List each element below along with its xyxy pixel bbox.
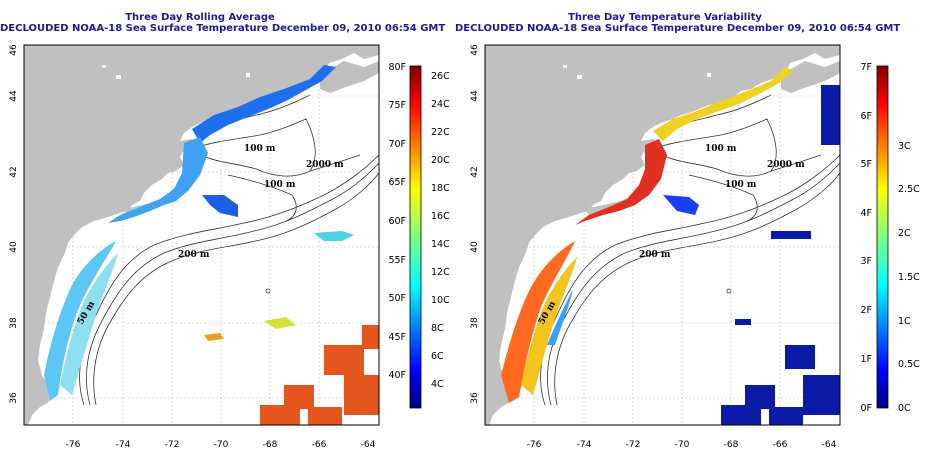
left-lat-ticks: 36 38 40 42 44 46 xyxy=(9,44,19,404)
left-lon-tick: -68 xyxy=(263,440,278,450)
right-variability-overlay xyxy=(501,67,840,425)
right-lon-tick: -70 xyxy=(675,440,690,450)
right-lat-tick: 40 xyxy=(470,241,480,253)
right-axes: -76 -74 -72 -70 -68 -66 -64 36 38 40 42 … xyxy=(470,44,837,450)
right-title-line1: Three Day Temperature Variability xyxy=(568,12,762,23)
left-colorbar-f-labels: 80F 75F 70F 65F 60F 55F 50F 45F 40F xyxy=(388,62,406,381)
contour-label-200m: 200 m xyxy=(178,250,210,260)
right-cb-c-label: 1C xyxy=(898,316,911,327)
left-lon-ticks: -76 -74 -72 -70 -68 -66 -64 xyxy=(66,440,376,450)
right-cb-c-label: 0C xyxy=(898,403,911,414)
right-lon-tick: -66 xyxy=(773,440,788,450)
left-cb-c-label: 16C xyxy=(431,211,450,222)
left-cb-f-label: 70F xyxy=(388,139,406,150)
right-lat-tick: 38 xyxy=(470,317,480,329)
right-title: Three Day Temperature Variability DECLOU… xyxy=(455,12,901,34)
left-cb-c-label: 14C xyxy=(431,239,450,250)
left-lat-tick: 42 xyxy=(9,166,19,177)
left-cb-c-label: 10C xyxy=(431,295,450,306)
left-title-line2: DECLOUDED NOAA-18 Sea Surface Temperatur… xyxy=(0,23,446,34)
right-lon-tick: -74 xyxy=(577,440,592,450)
left-lon-tick: -66 xyxy=(312,440,327,450)
left-title-line1: Three Day Rolling Average xyxy=(125,12,275,23)
right-lon-ticks: -76 -74 -72 -70 -68 -66 -64 xyxy=(527,440,837,450)
right-colorbar-c-labels: 3C 2.5C 2C 1.5C 1C 0.5C 0C xyxy=(898,141,920,414)
right-map-panel: 100 m 2000 m 100 m 200 m 50 m xyxy=(484,44,841,426)
left-cb-c-label: 24C xyxy=(431,99,450,110)
left-sst-overlay xyxy=(44,65,379,425)
left-cb-f-label: 50F xyxy=(388,293,406,304)
right-cb-f-label: 2F xyxy=(860,305,872,316)
right-lon-tick: -72 xyxy=(626,440,641,450)
right-cb-f-label: 7F xyxy=(860,62,872,73)
right-lat-tick: 46 xyxy=(470,44,480,56)
right-cb-c-label: 2C xyxy=(898,228,911,239)
contour-label-2000m: 2000 m xyxy=(306,160,344,170)
left-lon-tick: -70 xyxy=(214,440,229,450)
left-lat-tick: 46 xyxy=(9,44,19,56)
right-colorbar: 7F 6F 5F 4F 3F 2F 1F 0F 3C 2.5C 2C 1.5C … xyxy=(860,62,920,414)
right-lon-tick: -68 xyxy=(724,440,739,450)
left-map-panel: 100 m 2000 m 100 m 200 m 50 m xyxy=(23,44,380,426)
left-lon-tick: -72 xyxy=(165,440,180,450)
left-cb-f-label: 75F xyxy=(388,100,406,111)
right-colorbar-f-labels: 7F 6F 5F 4F 3F 2F 1F 0F xyxy=(860,62,872,414)
contour-label-2000m: 2000 m xyxy=(767,160,805,170)
left-cb-c-label: 22C xyxy=(431,127,450,138)
right-cb-f-label: 6F xyxy=(860,111,872,122)
left-cb-f-label: 65F xyxy=(388,177,406,188)
right-cb-c-label: 3C xyxy=(898,141,911,152)
right-cb-f-label: 5F xyxy=(860,159,872,170)
left-cb-c-label: 18C xyxy=(431,183,450,194)
left-cb-c-label: 8C xyxy=(431,323,444,334)
contour-label-100m-b: 100 m xyxy=(264,180,296,190)
left-cb-c-label: 12C xyxy=(431,267,450,278)
left-colorbar-c-labels: 26C 24C 22C 20C 18C 16C 14C 12C 10C 8C 6… xyxy=(431,71,450,390)
left-title: Three Day Rolling Average DECLOUDED NOAA… xyxy=(0,12,446,34)
right-lon-tick: -76 xyxy=(527,440,542,450)
left-cb-f-label: 55F xyxy=(388,255,406,266)
right-cb-f-label: 3F xyxy=(860,256,872,267)
left-cb-c-label: 26C xyxy=(431,71,450,82)
right-lon-tick: -64 xyxy=(822,440,837,450)
left-lon-tick: -74 xyxy=(116,440,131,450)
contour-label-100m-a: 100 m xyxy=(244,144,276,154)
right-cb-f-label: 0F xyxy=(860,403,872,414)
left-cb-c-label: 6C xyxy=(431,351,444,362)
left-lat-tick: 44 xyxy=(9,90,19,102)
right-cb-c-label: 1.5C xyxy=(898,272,920,283)
left-lat-tick: 36 xyxy=(9,392,19,404)
left-lat-tick: 38 xyxy=(9,317,19,329)
right-cb-c-label: 0.5C xyxy=(898,359,920,370)
left-cb-c-label: 4C xyxy=(431,379,444,390)
left-colorbar: 80F 75F 70F 65F 60F 55F 50F 45F 40F 26C … xyxy=(388,62,450,409)
contour-label-100m-a: 100 m xyxy=(705,144,737,154)
right-cb-f-label: 4F xyxy=(860,208,872,219)
left-lat-tick: 40 xyxy=(9,241,19,253)
right-cb-c-label: 2.5C xyxy=(898,184,920,195)
left-lon-tick: -76 xyxy=(66,440,81,450)
left-cb-c-label: 20C xyxy=(431,155,450,166)
right-cb-f-label: 1F xyxy=(860,354,872,365)
right-lat-ticks: 36 38 40 42 44 46 xyxy=(470,44,480,404)
right-lat-tick: 44 xyxy=(470,90,480,102)
contour-label-100m-b: 100 m xyxy=(725,180,757,190)
right-lat-tick: 36 xyxy=(470,392,480,404)
left-cb-f-label: 60F xyxy=(388,216,406,227)
left-axes: -76 -74 -72 -70 -68 -66 -64 36 38 40 42 … xyxy=(9,44,376,450)
right-title-line2: DECLOUDED NOAA-18 Sea Surface Temperatur… xyxy=(455,23,901,34)
left-cb-f-label: 80F xyxy=(388,62,406,73)
right-lat-tick: 42 xyxy=(470,166,480,177)
left-lon-tick: -64 xyxy=(361,440,376,450)
left-cb-f-label: 40F xyxy=(388,370,406,381)
left-cb-f-label: 45F xyxy=(388,332,406,343)
contour-label-200m: 200 m xyxy=(639,250,671,260)
